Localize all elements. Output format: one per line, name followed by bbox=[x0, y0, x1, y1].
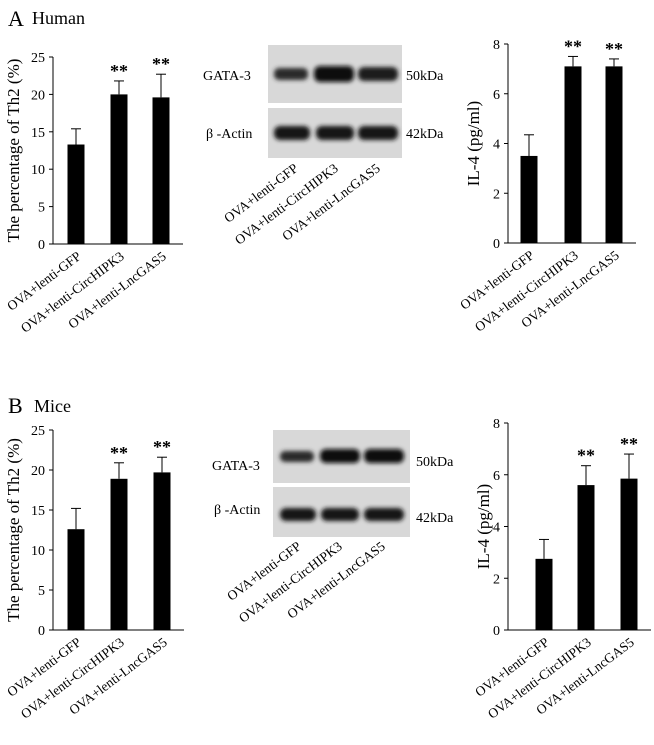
th2-chart-b-significance-2: ** bbox=[153, 437, 171, 457]
th2-chart-a-ytick-label-1: 5 bbox=[38, 201, 45, 216]
blot-b-gata3-size: 50kDa bbox=[416, 455, 454, 470]
il4-chart-a-ytick-label-0: 0 bbox=[493, 237, 500, 252]
th2-chart-b-ytick-label-1: 5 bbox=[38, 584, 45, 599]
blot-b-gata3-band-1 bbox=[280, 451, 314, 462]
th2-chart-b-ytick-label-2: 10 bbox=[31, 544, 45, 559]
il4-chart-b-ytick-label-1: 2 bbox=[493, 572, 500, 587]
th2-chart-a-bar-1 bbox=[110, 94, 128, 245]
panel-a-subtitle: Human bbox=[32, 8, 85, 28]
th2-chart-a-ytick-label-5: 25 bbox=[31, 51, 45, 66]
th2-chart-a-ytick-label-4: 20 bbox=[31, 88, 45, 103]
il4-chart-b-ylabel: IL-4 (pg/ml) bbox=[474, 484, 493, 569]
il4-chart-b-bar-0 bbox=[535, 558, 553, 630]
blot-b-gata3-band-2 bbox=[320, 449, 360, 463]
il4-chart-a-bar-1 bbox=[564, 66, 582, 243]
blot-b-actin-label: β -Actin bbox=[214, 503, 260, 518]
il4-chart-a-ytick-label-4: 8 bbox=[493, 38, 500, 53]
panel-b-letter: B bbox=[8, 393, 23, 418]
th2-chart-b-bar-2 bbox=[153, 472, 171, 630]
il4-chart-b-ytick-label-0: 0 bbox=[493, 624, 500, 639]
blot-b-actin-size: 42kDa bbox=[416, 511, 454, 526]
blot-a-gata3-size: 50kDa bbox=[406, 69, 444, 84]
blot-a-gata3-band-2 bbox=[314, 66, 354, 82]
th2-chart-a-bar-2 bbox=[152, 97, 170, 244]
th2-chart-b-ylabel: The percentage of Th2 (%) bbox=[4, 438, 23, 622]
th2-chart-a-significance-1: ** bbox=[110, 61, 128, 81]
th2-chart-b-ytick-label-5: 25 bbox=[31, 424, 45, 439]
il4-chart-a-bar-2 bbox=[605, 66, 623, 243]
il4-chart-a-ytick-label-2: 4 bbox=[493, 138, 500, 153]
th2-chart-a-ytick-label-3: 15 bbox=[31, 126, 45, 141]
blot-b-actin-band-3 bbox=[364, 508, 404, 521]
blot-a-actin-size: 42kDa bbox=[406, 127, 444, 142]
il4-chart-a-significance-1: ** bbox=[564, 36, 582, 56]
blot-b-gata3-label: GATA-3 bbox=[212, 459, 260, 474]
il4-chart-b-significance-2: ** bbox=[620, 434, 638, 454]
panel-b-subtitle: Mice bbox=[34, 396, 71, 416]
blot-a-actin-band-3 bbox=[358, 126, 398, 140]
th2-chart-b-significance-1: ** bbox=[110, 443, 128, 463]
blot-a-gata3-band-3 bbox=[358, 67, 398, 81]
th2-chart-a-ytick-label-0: 0 bbox=[38, 238, 45, 253]
blot-a-actin-band-1 bbox=[274, 126, 310, 140]
il4-chart-a-bar-0 bbox=[520, 155, 538, 243]
th2-chart-a-significance-2: ** bbox=[152, 54, 170, 74]
th2-chart-b-bar-0 bbox=[67, 529, 85, 630]
il4-chart-a-significance-2: ** bbox=[605, 39, 623, 59]
blot-b-gata3-band-3 bbox=[364, 449, 404, 463]
th2-chart-a-ytick-label-2: 10 bbox=[31, 163, 45, 178]
il4-chart-b-bar-2 bbox=[620, 478, 638, 630]
blot-a-gata3-band-1 bbox=[274, 68, 308, 80]
blot-b-actin-band-1 bbox=[280, 508, 316, 521]
blot-a-actin-label: β -Actin bbox=[206, 127, 252, 142]
il4-chart-a-ytick-label-3: 6 bbox=[493, 88, 500, 103]
blot-a-actin-band-2 bbox=[316, 126, 354, 140]
th2-chart-b-ytick-label-4: 20 bbox=[31, 464, 45, 479]
il4-chart-b-ytick-label-3: 6 bbox=[493, 469, 500, 484]
panel-a-letter: A bbox=[8, 6, 24, 31]
th2-chart-b-bar-1 bbox=[110, 478, 128, 630]
th2-chart-a-ylabel: The percentage of Th2 (%) bbox=[4, 59, 23, 243]
il4-chart-b-ytick-label-4: 8 bbox=[493, 417, 500, 432]
th2-chart-a-bar-0 bbox=[67, 144, 85, 244]
blot-b-actin-band-2 bbox=[321, 508, 359, 521]
th2-chart-b-ytick-label-0: 0 bbox=[38, 624, 45, 639]
th2-chart-b-ytick-label-3: 15 bbox=[31, 504, 45, 519]
il4-chart-b-significance-1: ** bbox=[577, 446, 595, 466]
blot-a-gata3-label: GATA-3 bbox=[203, 69, 251, 84]
il4-chart-a-ytick-label-1: 2 bbox=[493, 187, 500, 202]
il4-chart-b-ytick-label-2: 4 bbox=[493, 521, 500, 536]
il4-chart-b-bar-1 bbox=[577, 485, 595, 630]
il4-chart-a-ylabel: IL-4 (pg/ml) bbox=[464, 101, 483, 186]
